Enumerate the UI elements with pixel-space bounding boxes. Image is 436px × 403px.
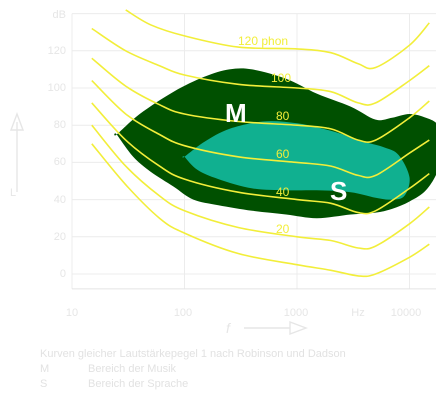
x-tick-label: 10	[66, 307, 78, 319]
x-axis-label: f	[226, 320, 232, 336]
legend-key: M	[40, 363, 50, 375]
y-axis-label: L	[10, 187, 16, 199]
legend-key: S	[40, 378, 48, 390]
y-tick-label: 60	[54, 156, 66, 168]
x-tick-label: 10000	[391, 307, 422, 319]
speech-region	[182, 121, 410, 200]
legend-text: Bereich der Musik	[88, 363, 177, 375]
caption-legend-speech: S Bereich der Sprache	[40, 377, 188, 391]
x-axis-arrow-icon	[244, 320, 308, 336]
curve-label: 120 phon	[238, 34, 288, 48]
y-tick-label: 100	[48, 82, 66, 94]
x-tick-label: 100	[174, 307, 192, 319]
y-tick-label: 80	[54, 119, 66, 131]
y-tick-label: dB	[53, 9, 66, 21]
phon-curve	[91, 80, 430, 179]
phon-curve	[125, 9, 430, 70]
y-tick-label: 120	[48, 45, 66, 57]
phon-curve	[91, 143, 430, 278]
x-unit-label: Hz	[351, 307, 364, 319]
y-tick-label: 20	[54, 231, 66, 243]
y-tick-label: 40	[54, 194, 66, 206]
phon-curve	[91, 27, 430, 106]
caption-title: Kurven gleicher Lautstärkepegel 1 nach R…	[40, 348, 346, 360]
regions	[114, 68, 436, 219]
y-tick-label: 0	[60, 268, 66, 280]
y-axis-arrow-icon: L	[9, 112, 25, 199]
speech-region-label: S	[330, 176, 347, 206]
caption-legend-music: M Bereich der Musik	[40, 362, 176, 376]
music-region-label: M	[225, 98, 247, 128]
x-tick-label: 1000	[284, 307, 308, 319]
legend-text: Bereich der Sprache	[88, 378, 189, 390]
phon-curves	[91, 9, 430, 278]
curve-label: 60	[276, 147, 290, 161]
curve-label: 40	[276, 185, 290, 199]
curve-label: 20	[276, 222, 290, 236]
phon-curve	[91, 124, 430, 250]
phon-curve	[91, 57, 430, 144]
phon-curve	[91, 102, 430, 215]
curve-label: 100	[271, 71, 291, 85]
curve-label: 80	[276, 109, 290, 123]
